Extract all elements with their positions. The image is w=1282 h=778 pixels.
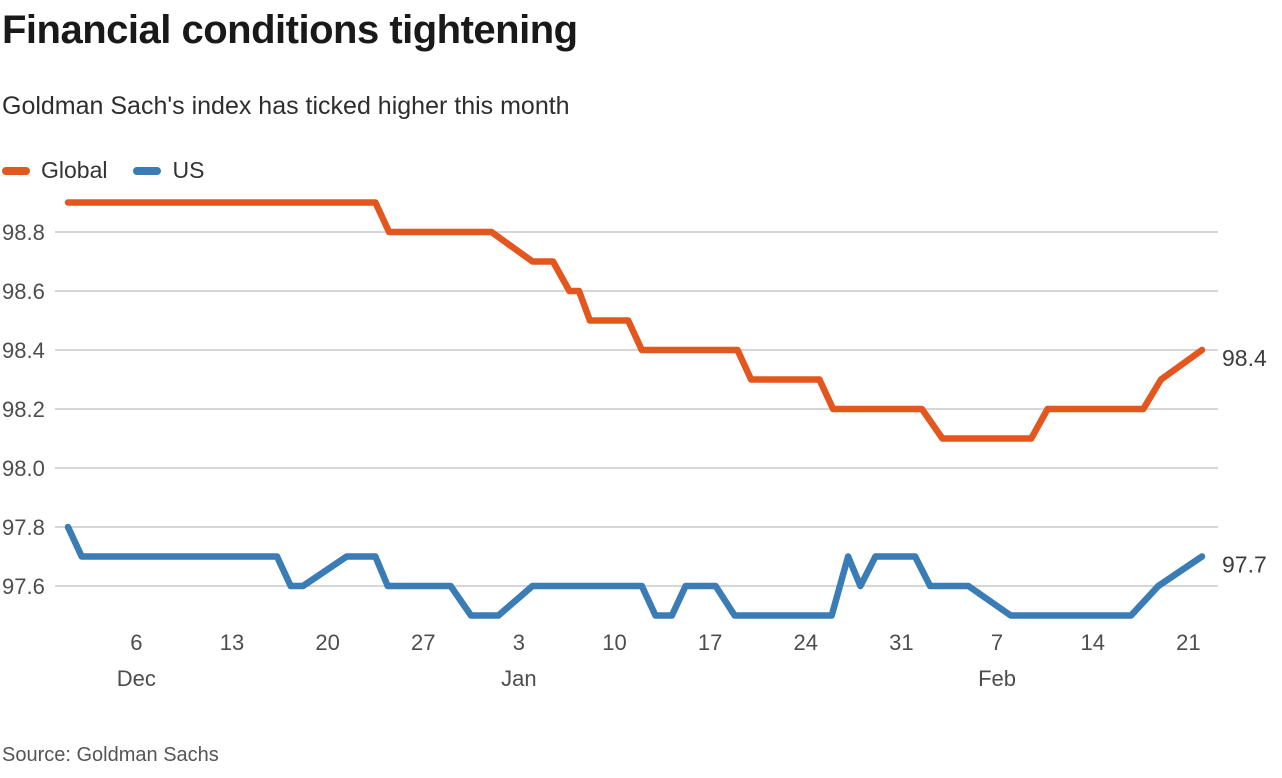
series-end-label-us: 97.7: [1222, 552, 1267, 578]
series-line-us: [64, 523, 1206, 619]
chart-subtitle: Goldman Sach's index has ticked higher t…: [2, 92, 570, 120]
x-tick-label: 3: [513, 630, 525, 655]
y-tick-label: 98.6: [2, 279, 45, 304]
y-tick-label: 98.8: [2, 220, 45, 245]
month-label: Dec: [117, 666, 156, 691]
x-tick-label: 31: [889, 630, 913, 655]
x-tick-label: 20: [315, 630, 339, 655]
legend-label-us: US: [172, 157, 205, 183]
series-line-global: [64, 199, 1206, 442]
legend-item-us: US: [133, 157, 204, 184]
y-tick-label: 97.8: [2, 515, 45, 540]
x-tick-label: 6: [130, 630, 142, 655]
series-end-label-global: 98.4: [1222, 345, 1267, 371]
x-tick-label: 10: [602, 630, 626, 655]
y-tick-label: 98.0: [2, 456, 45, 481]
x-tick-label: 14: [1080, 630, 1104, 655]
month-label: Feb: [978, 666, 1016, 691]
chart-title: Financial conditions tightening: [2, 8, 578, 52]
legend-item-global: Global: [2, 157, 107, 184]
y-tick-label: 98.4: [2, 338, 45, 363]
source-attribution: Source: Goldman Sachs: [2, 744, 219, 766]
x-tick-label: 24: [794, 630, 818, 655]
x-tick-label: 13: [220, 630, 244, 655]
x-tick-label: 7: [991, 630, 1003, 655]
global-series-swatch-icon: [2, 166, 30, 175]
x-tick-label: 17: [698, 630, 722, 655]
us-series-swatch-icon: [133, 166, 162, 175]
legend-label-global: Global: [41, 157, 108, 183]
y-tick-label: 97.6: [2, 574, 45, 599]
x-tick-label: 27: [411, 630, 435, 655]
legend: Global US: [2, 157, 204, 184]
x-tick-label: 21: [1176, 630, 1200, 655]
y-tick-label: 98.2: [2, 397, 45, 422]
month-label: Jan: [501, 666, 536, 691]
